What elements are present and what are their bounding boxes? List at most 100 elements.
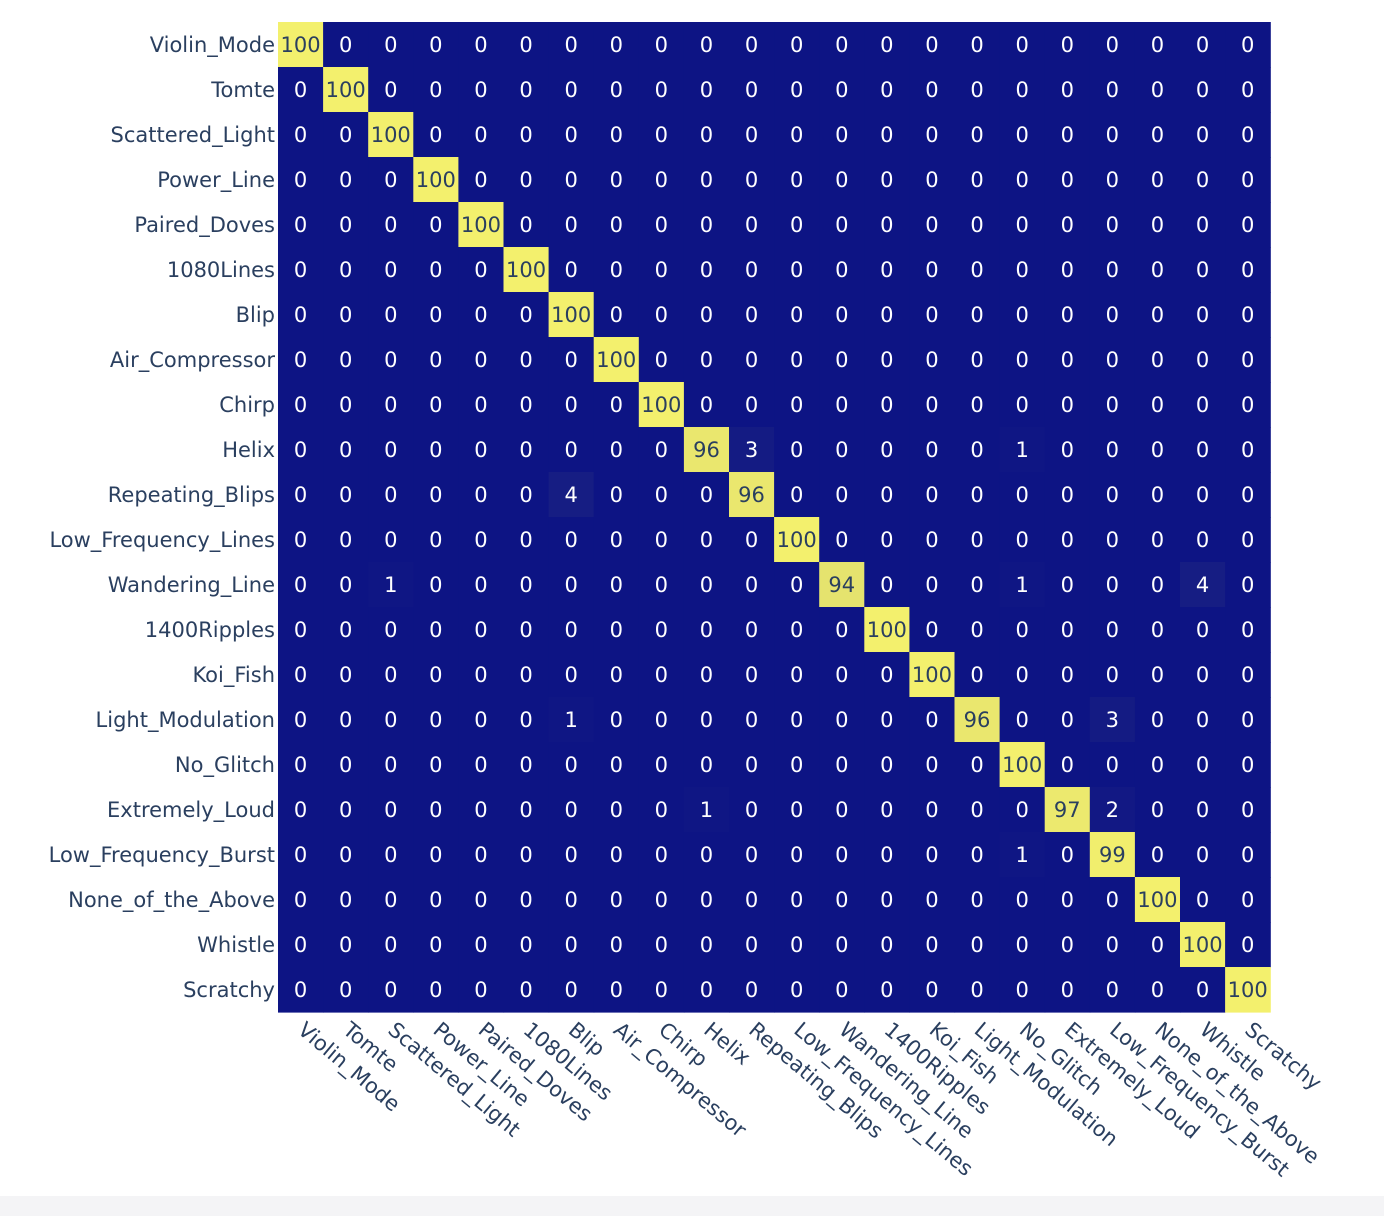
- heatmap-cell-0-5: [503, 22, 550, 68]
- heatmap-cell-19-1: [323, 877, 369, 923]
- heatmap-cell-20-6: [548, 922, 595, 968]
- heatmap-cell-20-20: [1180, 922, 1226, 968]
- cell-value-13-20: 0: [1196, 618, 1209, 642]
- cell-value-14-6: 0: [564, 663, 577, 687]
- heatmap-cell-5-21: [1225, 247, 1271, 293]
- cell-value-3-7: 0: [610, 168, 623, 192]
- cell-value-13-16: 0: [1015, 618, 1028, 642]
- cell-value-18-13: 0: [880, 843, 893, 867]
- cell-value-0-19: 0: [1151, 33, 1164, 57]
- heatmap-cell-16-0: [278, 742, 324, 788]
- cell-value-8-10: 0: [745, 393, 758, 417]
- cell-value-12-8: 0: [655, 573, 668, 597]
- cell-value-1-6: 0: [564, 78, 577, 102]
- cell-value-5-3: 0: [429, 258, 442, 282]
- heatmap-cell-6-19: [1134, 292, 1181, 338]
- heatmap-cell-17-4: [458, 787, 505, 833]
- heatmap-cell-14-20: [1180, 652, 1226, 698]
- cell-value-13-12: 0: [835, 618, 848, 642]
- cell-value-0-21: 0: [1241, 33, 1254, 57]
- heatmap-cell-13-18: [1089, 607, 1136, 653]
- heatmap-cell-4-20: [1180, 202, 1226, 248]
- heatmap-cell-10-15: [954, 472, 1001, 518]
- heatmap-cell-14-1: [323, 652, 369, 698]
- heatmap-cell-2-3: [413, 112, 459, 158]
- heatmap-cell-5-11: [774, 247, 820, 293]
- heatmap-cell-18-21: [1225, 832, 1271, 878]
- heatmap-cell-13-9: [683, 607, 730, 653]
- heatmap-cell-7-6: [548, 337, 595, 383]
- cell-value-14-21: 0: [1241, 663, 1254, 687]
- heatmap-cell-19-4: [458, 877, 505, 923]
- heatmap-cell-15-17: [1044, 697, 1091, 743]
- heatmap-cell-17-10: [729, 787, 775, 833]
- cell-value-2-21: 0: [1241, 123, 1254, 147]
- cell-value-5-10: 0: [745, 258, 758, 282]
- cell-value-7-18: 0: [1106, 348, 1119, 372]
- heatmap-cell-8-13: [864, 382, 910, 428]
- cell-value-10-3: 0: [429, 483, 442, 507]
- cell-value-16-6: 0: [564, 753, 577, 777]
- heatmap-cell-5-7: [593, 247, 640, 293]
- cell-value-12-21: 0: [1241, 573, 1254, 597]
- cell-value-7-10: 0: [745, 348, 758, 372]
- heatmap-cell-18-6: [548, 832, 595, 878]
- heatmap-cell-18-1: [323, 832, 369, 878]
- heatmap-cell-9-17: [1044, 427, 1091, 473]
- cell-value-8-4: 0: [474, 393, 487, 417]
- cell-value-5-15: 0: [970, 258, 983, 282]
- cell-value-2-13: 0: [880, 123, 893, 147]
- heatmap-cell-17-17: [1044, 787, 1091, 833]
- cell-value-3-6: 0: [564, 168, 577, 192]
- heatmap-cell-10-6: [548, 472, 595, 518]
- heatmap-cell-19-10: [729, 877, 775, 923]
- heatmap-cell-19-12: [819, 877, 865, 923]
- heatmap-cell-12-0: [278, 562, 324, 608]
- cell-value-1-12: 0: [835, 78, 848, 102]
- heatmap-cell-6-3: [413, 292, 459, 338]
- heatmap-cell-7-18: [1089, 337, 1136, 383]
- cell-value-7-15: 0: [970, 348, 983, 372]
- heatmap-cell-4-14: [909, 202, 956, 248]
- heatmap-cell-4-8: [638, 202, 685, 248]
- cell-value-17-17: 97: [1054, 798, 1081, 822]
- cell-value-16-15: 0: [970, 753, 983, 777]
- heatmap-cell-1-3: [413, 67, 459, 113]
- cell-value-11-14: 0: [925, 528, 938, 552]
- cell-value-13-8: 0: [655, 618, 668, 642]
- heatmap-cell-4-7: [593, 202, 640, 248]
- cell-value-21-13: 0: [880, 978, 893, 1002]
- cell-value-4-8: 0: [655, 213, 668, 237]
- cell-value-15-12: 0: [835, 708, 848, 732]
- heatmap-cell-8-1: [323, 382, 369, 428]
- heatmap-cell-3-7: [593, 157, 640, 203]
- heatmap-cell-15-8: [638, 697, 685, 743]
- cell-value-13-2: 0: [384, 618, 397, 642]
- cell-value-3-3: 100: [416, 168, 456, 192]
- heatmap-cell-8-10: [729, 382, 775, 428]
- cell-value-20-10: 0: [745, 933, 758, 957]
- heatmap-cell-12-20: [1180, 562, 1226, 608]
- cell-value-6-2: 0: [384, 303, 397, 327]
- cell-value-17-11: 0: [790, 798, 803, 822]
- cell-value-2-1: 0: [339, 123, 352, 147]
- heatmap-cell-10-1: [323, 472, 369, 518]
- heatmap-cell-3-12: [819, 157, 865, 203]
- cell-value-6-0: 0: [294, 303, 307, 327]
- cell-value-6-15: 0: [970, 303, 983, 327]
- heatmap-cell-9-19: [1134, 427, 1181, 473]
- cell-value-13-9: 0: [700, 618, 713, 642]
- cell-value-19-13: 0: [880, 888, 893, 912]
- heatmap-cell-17-8: [638, 787, 685, 833]
- cell-value-1-2: 0: [384, 78, 397, 102]
- heatmap-cell-19-6: [548, 877, 595, 923]
- cell-value-9-20: 0: [1196, 438, 1209, 462]
- cell-value-10-15: 0: [970, 483, 983, 507]
- cell-value-12-11: 0: [790, 573, 803, 597]
- cell-value-14-15: 0: [970, 663, 983, 687]
- heatmap-cell-18-3: [413, 832, 459, 878]
- heatmap-cell-7-21: [1225, 337, 1271, 383]
- cell-value-16-12: 0: [835, 753, 848, 777]
- cell-value-11-4: 0: [474, 528, 487, 552]
